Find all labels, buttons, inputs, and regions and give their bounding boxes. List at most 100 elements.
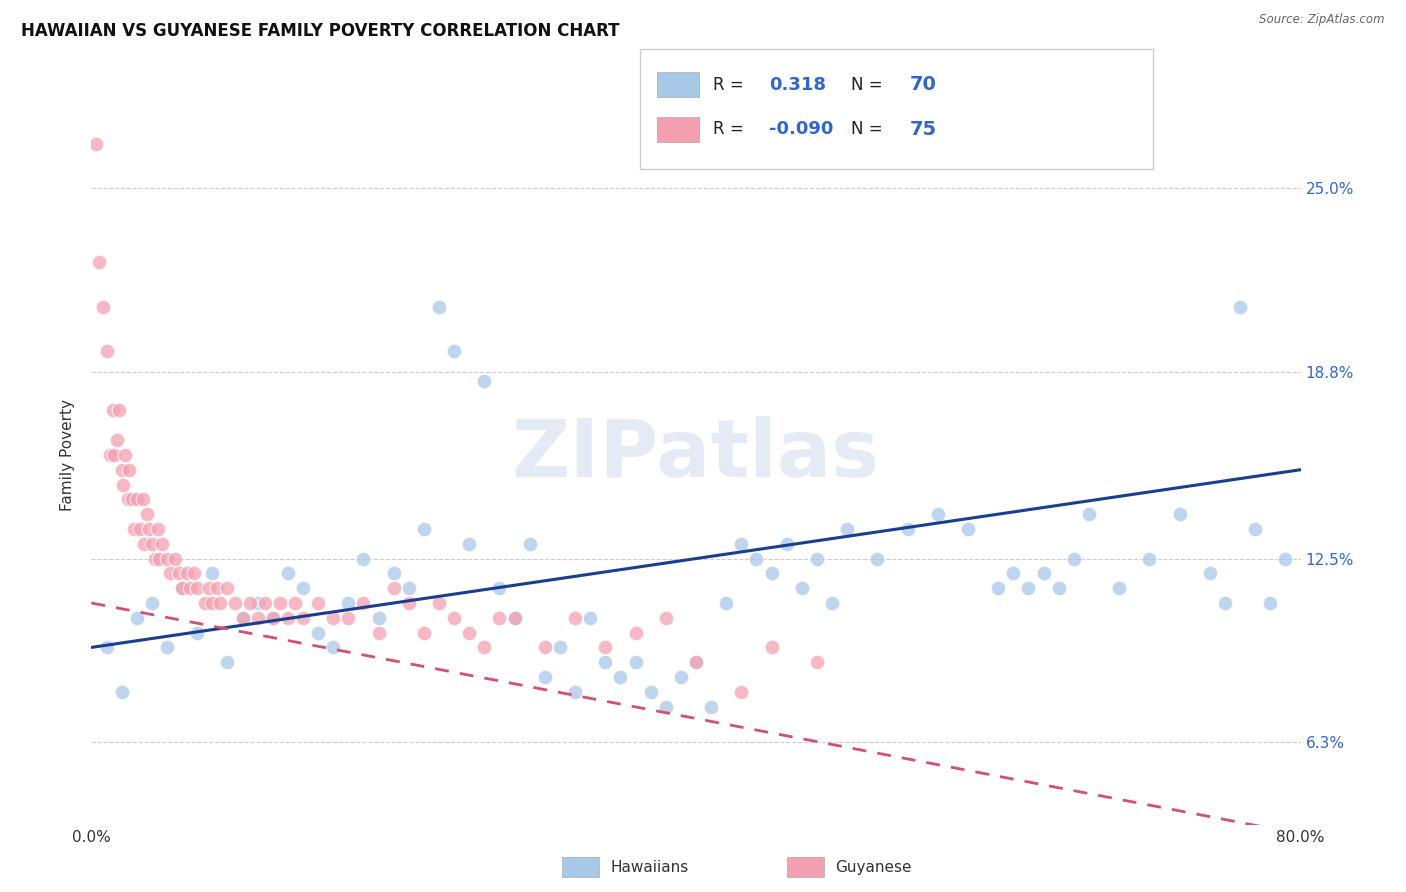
Point xyxy=(1139,551,1161,566)
Point xyxy=(179,581,201,595)
Point xyxy=(224,596,246,610)
Text: 70: 70 xyxy=(910,75,936,95)
Point xyxy=(790,581,813,595)
Point xyxy=(156,551,179,566)
Point xyxy=(231,611,253,625)
Point xyxy=(835,522,858,536)
Point xyxy=(246,596,269,610)
Point xyxy=(1260,596,1282,610)
Point xyxy=(443,344,465,359)
Text: HAWAIIAN VS GUYANESE FAMILY POVERTY CORRELATION CHART: HAWAIIAN VS GUYANESE FAMILY POVERTY CORR… xyxy=(21,22,620,40)
Point xyxy=(172,581,194,595)
Text: R =: R = xyxy=(713,120,749,138)
Point xyxy=(194,596,217,610)
Point xyxy=(427,596,450,610)
Point xyxy=(595,640,617,655)
Point xyxy=(413,625,436,640)
Point xyxy=(806,551,828,566)
Point xyxy=(322,640,344,655)
Point xyxy=(114,448,136,462)
Point xyxy=(111,685,132,699)
Point xyxy=(595,655,617,669)
Point xyxy=(208,596,231,610)
Point xyxy=(337,611,360,625)
Point xyxy=(1213,596,1236,610)
Point xyxy=(624,625,647,640)
Point xyxy=(117,492,139,507)
Point xyxy=(1168,507,1191,521)
Point xyxy=(745,551,768,566)
Point xyxy=(307,625,329,640)
Point xyxy=(262,611,284,625)
Point xyxy=(284,596,307,610)
Point xyxy=(503,611,526,625)
Point xyxy=(125,492,148,507)
Point xyxy=(714,596,737,610)
Point xyxy=(534,640,557,655)
Point xyxy=(1018,581,1040,595)
Point xyxy=(156,640,179,655)
Point xyxy=(685,655,707,669)
Point xyxy=(201,596,224,610)
Point xyxy=(84,136,107,151)
Point xyxy=(93,300,115,314)
Point xyxy=(112,477,135,491)
Point xyxy=(337,596,360,610)
Point xyxy=(640,685,662,699)
Point xyxy=(1198,566,1220,581)
Point xyxy=(776,537,799,551)
Point xyxy=(1108,581,1130,595)
Point xyxy=(118,463,141,477)
Point xyxy=(167,566,190,581)
Point xyxy=(176,566,198,581)
Point xyxy=(624,655,647,669)
Point xyxy=(111,463,132,477)
Point xyxy=(183,566,205,581)
Point xyxy=(121,492,143,507)
Point xyxy=(761,566,783,581)
Point xyxy=(382,566,405,581)
Point xyxy=(122,522,145,536)
Point xyxy=(669,670,692,684)
Point xyxy=(152,537,174,551)
Point xyxy=(277,611,299,625)
Point xyxy=(927,507,949,521)
Point xyxy=(292,581,315,595)
Point xyxy=(655,699,678,714)
Point xyxy=(136,507,159,521)
Point xyxy=(730,537,752,551)
Point xyxy=(488,611,510,625)
Point xyxy=(125,611,148,625)
Point xyxy=(128,522,150,536)
Point xyxy=(1274,551,1296,566)
Point xyxy=(352,596,374,610)
Point xyxy=(322,611,344,625)
Point xyxy=(685,655,707,669)
Point xyxy=(987,581,1010,595)
Point xyxy=(806,655,828,669)
Point xyxy=(205,581,228,595)
Point xyxy=(159,566,181,581)
Point xyxy=(101,403,124,417)
Point xyxy=(103,448,125,462)
Point xyxy=(148,551,170,566)
Text: 75: 75 xyxy=(910,120,936,139)
Point xyxy=(1047,581,1070,595)
Text: ZIPatlas: ZIPatlas xyxy=(512,416,880,494)
Text: R =: R = xyxy=(713,76,749,94)
Point xyxy=(821,596,844,610)
Point xyxy=(866,551,889,566)
Point xyxy=(609,670,631,684)
Point xyxy=(141,596,163,610)
Y-axis label: Family Poverty: Family Poverty xyxy=(60,399,76,511)
Point xyxy=(398,581,420,595)
Text: N =: N = xyxy=(851,76,887,94)
Text: Hawaiians: Hawaiians xyxy=(610,860,689,874)
Point xyxy=(1063,551,1085,566)
Point xyxy=(367,611,389,625)
Point xyxy=(700,699,723,714)
Point xyxy=(307,596,329,610)
Point xyxy=(488,581,510,595)
Point xyxy=(897,522,920,536)
Point xyxy=(413,522,436,536)
